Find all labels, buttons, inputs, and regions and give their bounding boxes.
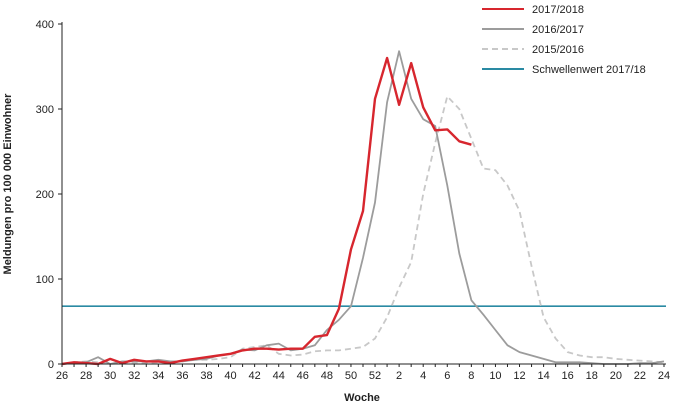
x-tick-label: 26 <box>56 370 68 382</box>
x-tick-label: 40 <box>224 370 236 382</box>
x-tick-label: 42 <box>249 370 261 382</box>
x-tick-label: 10 <box>489 370 501 382</box>
x-tick-label: 34 <box>152 370 164 382</box>
y-tick-label: 300 <box>36 104 54 116</box>
x-tick-label: 14 <box>537 370 549 382</box>
x-tick-label: 2 <box>396 370 402 382</box>
x-tick-label: 12 <box>513 370 525 382</box>
x-tick-label: 6 <box>444 370 450 382</box>
series-line-2017-2018 <box>61 56 472 366</box>
x-tick-label: 20 <box>610 370 622 382</box>
x-tick-label: 30 <box>104 370 116 382</box>
y-tick-label: 400 <box>36 19 54 31</box>
x-tick-label: 46 <box>297 370 309 382</box>
x-tick-label: 22 <box>634 370 646 382</box>
x-tick-label: 8 <box>468 370 474 382</box>
x-tick-label: 48 <box>321 370 333 382</box>
x-tick-label: 28 <box>80 370 92 382</box>
x-tick-label: 4 <box>420 370 426 382</box>
legend: 2017/2018 2016/2017 2015/2016 Schwellenwert… <box>482 4 646 76</box>
y-tick-label: 0 <box>48 359 54 371</box>
x-tick-label: 24 <box>658 370 670 382</box>
x-tick-label: 16 <box>562 370 574 382</box>
x-tick-label: 36 <box>176 370 188 382</box>
x-tick-label: 18 <box>586 370 598 382</box>
x-tick-label: 50 <box>345 370 357 382</box>
legend-label: 2017/2018 <box>532 4 584 16</box>
x-tick-label: 52 <box>369 370 381 382</box>
legend-label: 2016/2017 <box>532 24 584 36</box>
y-tick-label: 100 <box>36 274 54 286</box>
series-line-2016-2017 <box>61 50 665 365</box>
x-tick-label: 38 <box>200 370 212 382</box>
series-layer <box>61 50 665 366</box>
x-tick-label: 32 <box>128 370 140 382</box>
y-axis-title: Meldungen pro 100 000 Einwohner <box>2 93 14 275</box>
series-line-2015-2016 <box>61 95 665 365</box>
legend-label: Schwellenwert 2017/18 <box>532 64 646 76</box>
x-tick-label: 44 <box>273 370 285 382</box>
legend-label: 2015/2016 <box>532 44 584 56</box>
x-axis-title: Woche <box>344 392 380 404</box>
y-tick-label: 200 <box>36 189 54 201</box>
